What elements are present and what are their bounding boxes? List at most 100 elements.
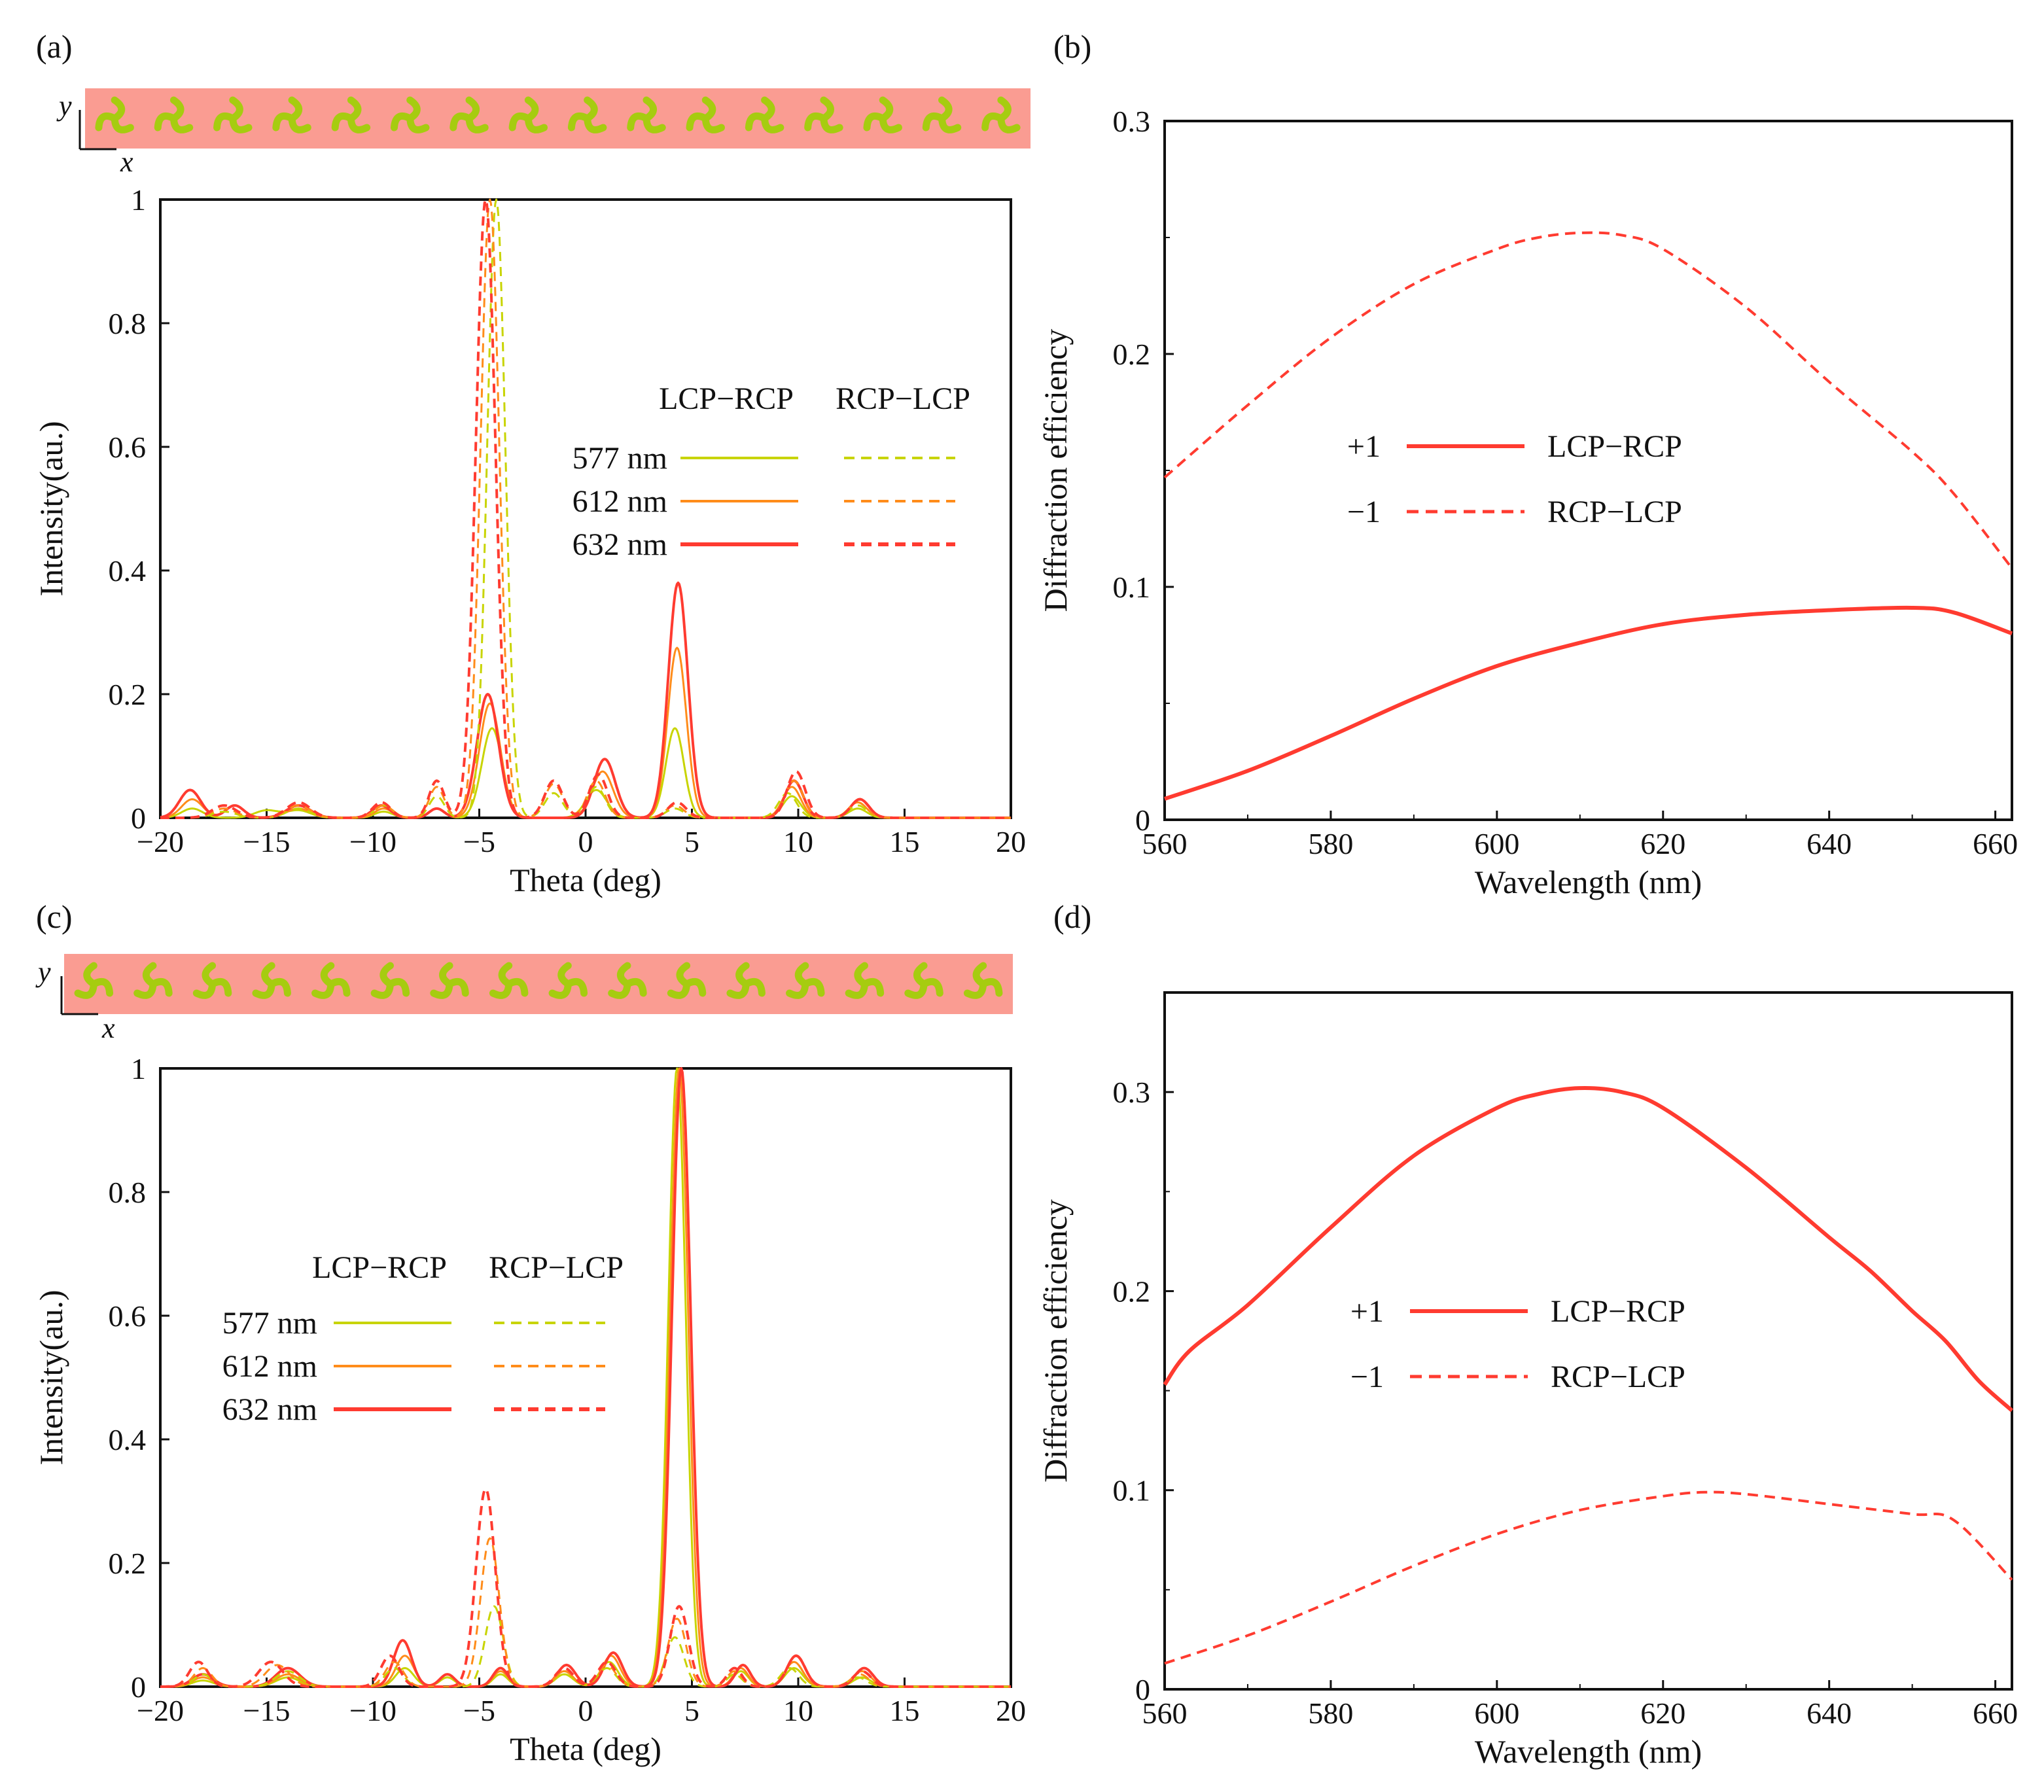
trimer-motif bbox=[804, 96, 843, 133]
legend-header: LCP−RCP bbox=[312, 1250, 447, 1285]
x-tick-label: 10 bbox=[783, 825, 813, 858]
plot-frame bbox=[1163, 991, 2013, 1691]
legend-label: RCP−LCP bbox=[1551, 1360, 1685, 1394]
trimer-motif bbox=[154, 96, 194, 133]
series-line bbox=[160, 1487, 1012, 1688]
y-tick-label: 0.1 bbox=[1113, 571, 1151, 604]
legend-label: LCP−RCP bbox=[1551, 1294, 1685, 1329]
trimer-motif bbox=[390, 96, 430, 133]
trimer-motif bbox=[370, 962, 410, 999]
x-axis-label: Wavelength (nm) bbox=[1475, 864, 1702, 900]
legend-label: 612 nm bbox=[573, 484, 667, 519]
x-tick-label: −15 bbox=[243, 1694, 291, 1727]
trimer-motif bbox=[133, 962, 173, 999]
trimer-motif bbox=[548, 962, 588, 999]
strip-y-label: y bbox=[56, 90, 72, 122]
trimer-motif bbox=[904, 962, 943, 999]
x-tick-label: 620 bbox=[1640, 1696, 1685, 1730]
legend-label: 577 nm bbox=[222, 1306, 317, 1341]
y-tick-label: 0.2 bbox=[1113, 338, 1151, 371]
y-axis-label: Diffraction efficiency bbox=[1037, 329, 1074, 612]
trimer-motif bbox=[922, 96, 962, 133]
x-tick-label: 580 bbox=[1308, 1696, 1353, 1730]
series-line bbox=[160, 646, 1011, 819]
strip-y-label: y bbox=[35, 956, 51, 988]
y-axis-label: Intensity(au.) bbox=[33, 1290, 69, 1466]
y-tick-label: 0.8 bbox=[109, 307, 147, 340]
x-tick-label: 0 bbox=[578, 825, 593, 858]
x-tick-label: 20 bbox=[996, 825, 1026, 858]
trimer-motif bbox=[192, 962, 232, 999]
trimer-motif bbox=[963, 962, 1003, 999]
y-axis-label: Diffraction efficiency bbox=[1037, 1199, 1074, 1483]
legend-header: RCP−LCP bbox=[836, 381, 970, 416]
y-tick-label: 0 bbox=[1135, 803, 1150, 837]
trimer-motif bbox=[252, 962, 291, 999]
trimer-motif bbox=[95, 96, 134, 133]
y-tick-label: 0.2 bbox=[109, 1547, 147, 1580]
trimer-motif bbox=[863, 96, 902, 133]
trimer-motif bbox=[608, 962, 647, 999]
legend-header: LCP−RCP bbox=[659, 381, 794, 416]
x-tick-label: 0 bbox=[578, 1694, 593, 1727]
x-tick-label: 600 bbox=[1474, 827, 1519, 860]
y-tick-label: 0.4 bbox=[109, 1423, 147, 1456]
legend-order: +1 bbox=[1347, 429, 1381, 464]
y-tick-label: 0.2 bbox=[109, 678, 147, 711]
plot-frame bbox=[1163, 120, 2013, 821]
strip-x-label: x bbox=[120, 146, 133, 178]
metasurface-strip-a: y x bbox=[56, 88, 1031, 178]
x-axis-label: Wavelength (nm) bbox=[1475, 1733, 1702, 1770]
x-tick-label: 600 bbox=[1474, 1696, 1519, 1730]
x-tick-label: −5 bbox=[463, 825, 495, 858]
strip-x-label: x bbox=[101, 1012, 115, 1044]
legend-label: RCP−LCP bbox=[1547, 495, 1682, 529]
y-tick-label: 0 bbox=[1135, 1673, 1150, 1706]
trimer-motif bbox=[430, 962, 469, 999]
panel-label-a: (a) bbox=[36, 28, 73, 65]
y-tick-label: 0.4 bbox=[109, 554, 147, 588]
legend-label: 577 nm bbox=[573, 441, 667, 476]
x-tick-label: 640 bbox=[1806, 827, 1852, 860]
series-line bbox=[160, 581, 1012, 819]
x-tick-label: −20 bbox=[137, 1694, 184, 1727]
x-tick-label: 560 bbox=[1142, 1696, 1188, 1730]
trimer-motif bbox=[311, 962, 351, 999]
x-tick-label: −10 bbox=[349, 825, 396, 858]
trimer-motif bbox=[981, 96, 1021, 133]
x-tick-label: 620 bbox=[1640, 827, 1685, 860]
x-tick-label: −5 bbox=[463, 1694, 495, 1727]
trimer-motif bbox=[726, 962, 766, 999]
trimer-motif bbox=[686, 96, 726, 133]
x-tick-label: 580 bbox=[1308, 827, 1353, 860]
y-tick-label: 0.3 bbox=[1113, 105, 1151, 138]
trimer-motif bbox=[508, 96, 548, 133]
series-line bbox=[160, 198, 1011, 819]
y-tick-label: 0.8 bbox=[109, 1176, 147, 1209]
chart-b: 560 580 600 620 640 660 0 0.1 0.2 0.3 Wavelength (… bbox=[1037, 105, 2018, 900]
trimer-motif bbox=[667, 962, 707, 999]
x-tick-label: 660 bbox=[1973, 1696, 2018, 1730]
series-line bbox=[160, 1537, 1011, 1688]
y-tick-label: 1 bbox=[131, 1052, 146, 1085]
legend-label: 632 nm bbox=[222, 1392, 317, 1427]
x-axis-label: Theta (deg) bbox=[510, 1731, 661, 1767]
trimer-motif bbox=[786, 962, 825, 999]
x-tick-label: 20 bbox=[996, 1694, 1026, 1727]
y-tick-label: 0.3 bbox=[1113, 1076, 1151, 1109]
legend-order: −1 bbox=[1347, 495, 1381, 529]
y-tick-label: 0 bbox=[131, 1670, 146, 1704]
series-line bbox=[1163, 1086, 2013, 1413]
panel-label-b: (b) bbox=[1053, 28, 1091, 65]
trimer-motif bbox=[627, 96, 666, 133]
trimer-motif bbox=[213, 96, 253, 133]
x-tick-label: −10 bbox=[349, 1694, 396, 1727]
y-tick-label: 0.6 bbox=[109, 1299, 147, 1333]
legend-order: −1 bbox=[1350, 1360, 1384, 1394]
x-tick-label: 15 bbox=[890, 1694, 920, 1727]
series-line bbox=[160, 1605, 1011, 1688]
y-axis-label: Intensity(au.) bbox=[33, 421, 69, 597]
x-tick-label: 640 bbox=[1806, 1696, 1852, 1730]
chart-d: 560 580 600 620 640 660 0 0.1 0.2 0.3 Wavelength (… bbox=[1037, 991, 2018, 1770]
x-tick-label: −15 bbox=[243, 825, 291, 858]
